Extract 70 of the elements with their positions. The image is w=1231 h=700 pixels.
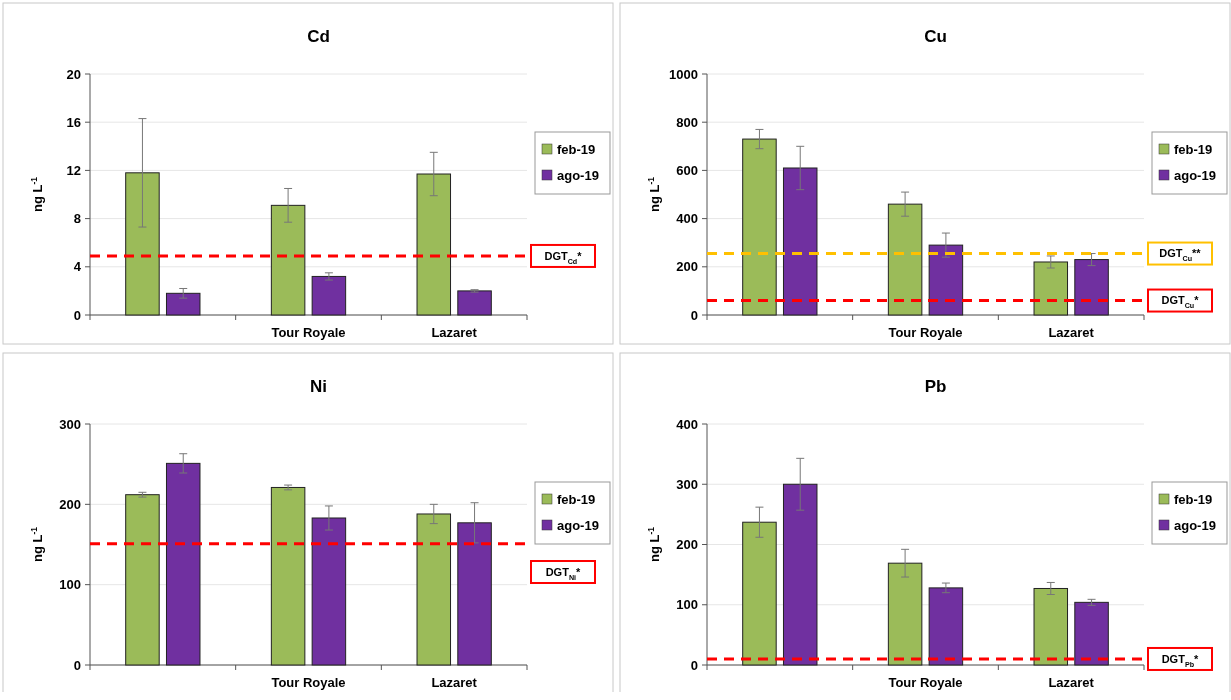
x-tick-label: Tour Royale (271, 325, 346, 340)
x-tick-label: Lazaret (431, 675, 478, 690)
bar (782, 167, 818, 316)
bar (165, 292, 201, 316)
legend-label: feb-19 (557, 491, 596, 507)
x-tick-label: Lazaret (431, 325, 478, 340)
bar (457, 522, 492, 666)
chart-title: Cu (924, 27, 947, 46)
y-tick-label: 0 (73, 657, 81, 673)
legend-label: ago-19 (557, 167, 599, 183)
bar (311, 517, 347, 666)
y-tick-label: 300 (676, 476, 698, 492)
legend-label: feb-19 (1174, 141, 1213, 157)
y-tick-label: 100 (59, 577, 81, 593)
chart-title: Cd (307, 27, 330, 46)
y-tick-label: 12 (66, 162, 81, 178)
y-tick-label: 100 (676, 597, 698, 613)
y-tick-label: 1000 (669, 66, 698, 82)
ref-line-label: DGT$_{Ni}$* (545, 565, 582, 582)
bar (1033, 587, 1069, 666)
y-tick-label: 200 (676, 259, 698, 275)
ref-line-label: DGT$_{Cu}$** (1159, 247, 1202, 264)
bar (742, 138, 777, 316)
y-tick-label: 20 (66, 66, 81, 82)
bar (165, 462, 201, 666)
bar (416, 513, 452, 666)
ref-line-label: DGT$_{Cd}$* (544, 249, 583, 266)
y-tick-label: 200 (676, 537, 698, 553)
chart-title: Ni (310, 377, 327, 396)
y-tick-label: 4 (73, 259, 82, 275)
bar (928, 587, 964, 666)
bar (887, 203, 923, 316)
legend-label: feb-19 (1174, 491, 1213, 507)
y-tick-label: 16 (66, 114, 81, 130)
bar (1033, 261, 1069, 316)
legend-label: ago-19 (1174, 517, 1216, 533)
y-tick-label: 300 (59, 416, 81, 432)
bar (928, 244, 964, 316)
x-tick-label: Tour Royale (888, 325, 963, 340)
ref-line-label: DGT$_{Pb}$* (1161, 652, 1200, 669)
y-tick-label: 800 (676, 114, 698, 130)
bar (311, 275, 347, 316)
bar (270, 204, 306, 316)
y-tick-label: 200 (59, 496, 81, 512)
chart-title: Pb (924, 377, 947, 396)
y-tick-label: 0 (73, 307, 81, 323)
ref-line-label: DGT$_{Cu}$* (1161, 294, 1200, 311)
bar (125, 172, 160, 316)
x-tick-label: Lazaret (1048, 325, 1095, 340)
bar (457, 290, 492, 316)
y-tick-label: 8 (73, 211, 81, 227)
y-tick-label: 0 (690, 657, 698, 673)
x-tick-label: Lazaret (1048, 675, 1095, 690)
bar (782, 483, 818, 666)
y-tick-label: 400 (676, 416, 698, 432)
x-tick-label: Tour Royale (888, 675, 963, 690)
y-tick-label: 0 (690, 307, 698, 323)
bar (270, 486, 306, 666)
legend-label: ago-19 (557, 517, 599, 533)
bar (125, 494, 160, 666)
bar (416, 173, 452, 316)
bar (742, 521, 777, 666)
legend-label: feb-19 (557, 141, 596, 157)
bar (1074, 601, 1109, 666)
bar (1074, 259, 1109, 316)
y-tick-label: 600 (676, 162, 698, 178)
legend-label: ago-19 (1174, 167, 1216, 183)
y-tick-label: 400 (676, 211, 698, 227)
bar (887, 562, 923, 666)
x-tick-label: Tour Royale (271, 675, 346, 690)
